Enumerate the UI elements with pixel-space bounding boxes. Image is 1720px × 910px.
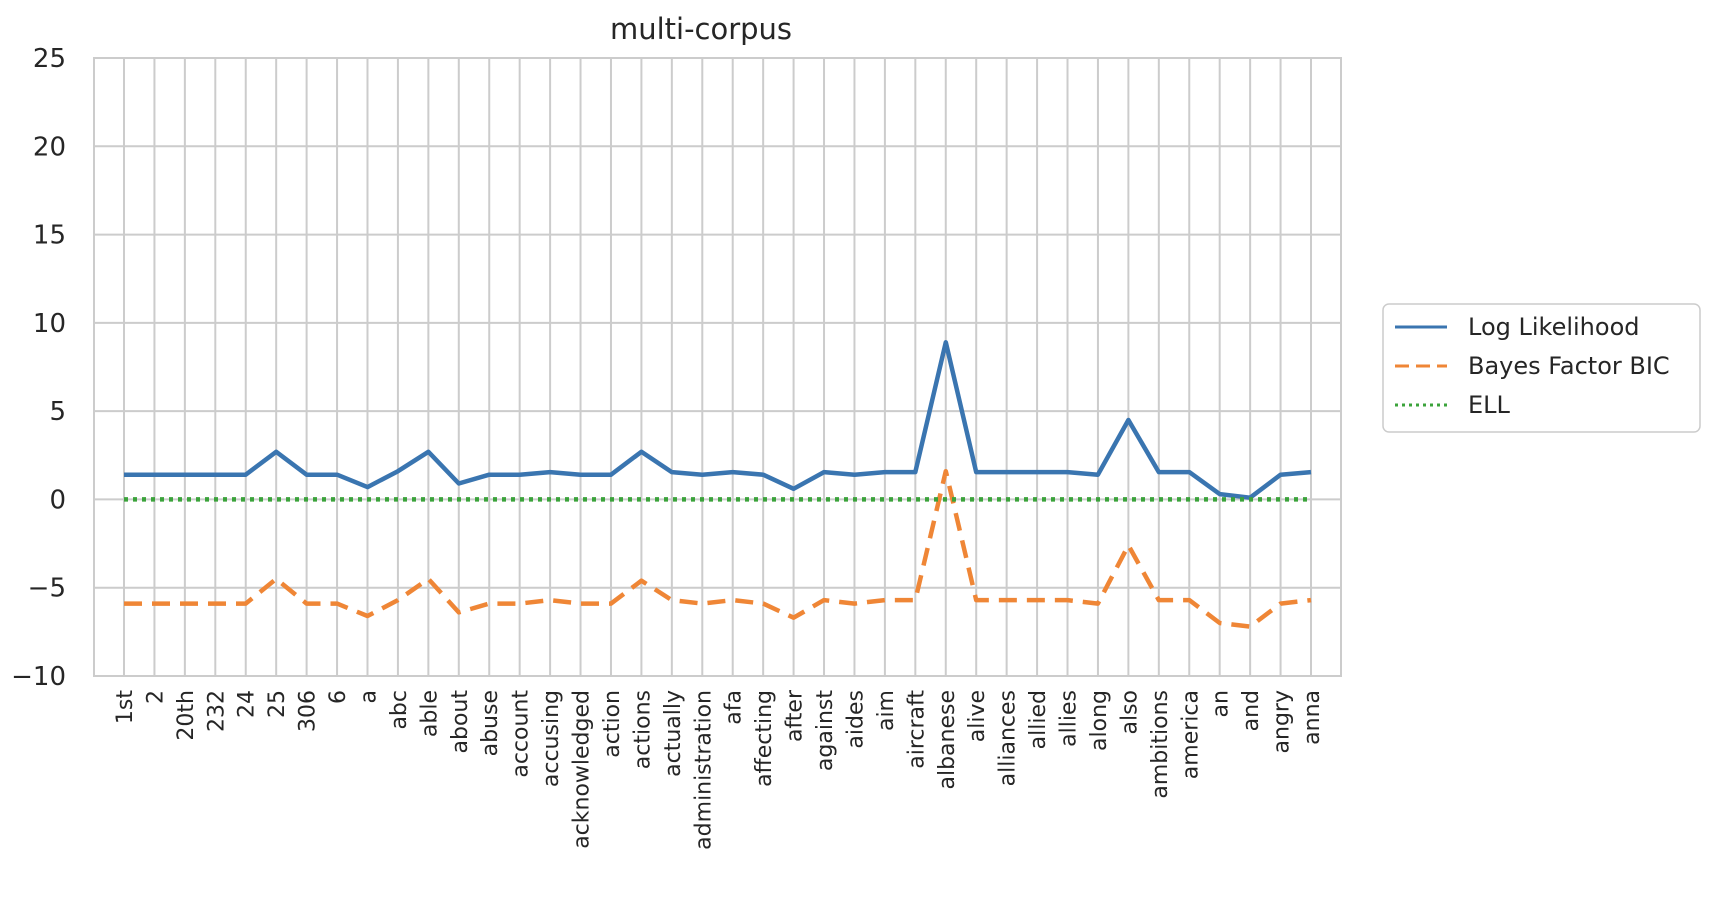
x-tick-label: affecting xyxy=(752,690,777,787)
y-tick-label: −10 xyxy=(11,662,66,692)
legend-box xyxy=(1382,303,1701,433)
y-tick-label: 5 xyxy=(49,397,66,427)
x-tick-label: and xyxy=(1239,690,1264,731)
x-tick-label: allied xyxy=(1026,690,1051,749)
y-tick-label: −5 xyxy=(28,574,66,604)
legend-label: Bayes Factor BIC xyxy=(1468,352,1670,380)
x-tick-label: aircraft xyxy=(904,690,929,769)
x-tick-label: along xyxy=(1087,690,1112,751)
x-tick-label: afa xyxy=(722,690,747,725)
x-tick-label: angry xyxy=(1270,690,1295,753)
grid xyxy=(94,57,1341,677)
plot-frame xyxy=(93,57,1342,677)
x-tick-label: 1st xyxy=(113,690,138,724)
x-tick-label: 2 xyxy=(143,690,168,704)
x-tick-label: alive xyxy=(965,690,990,742)
legend-label: Log Likelihood xyxy=(1468,313,1640,341)
x-tick-label: able xyxy=(417,690,442,737)
x-tick-label: allies xyxy=(1057,690,1082,747)
series-line-bayes-factor-bic xyxy=(124,468,1312,629)
x-tick-label: aim xyxy=(874,690,899,731)
x-tick-label: aides xyxy=(843,690,868,749)
x-tick-label: actually xyxy=(661,690,686,777)
x-tick-label: a xyxy=(356,690,381,703)
y-tick-label: 15 xyxy=(33,221,66,251)
x-tick-label: also xyxy=(1117,690,1142,735)
x-tick-label: albanese xyxy=(935,690,960,790)
x-tick-label: anna xyxy=(1300,690,1325,745)
x-tick-label: 25 xyxy=(265,690,290,718)
x-tick-label: abc xyxy=(387,690,412,730)
x-axis: 1st 2 20th 232 24 25 306 6 a abc able about abuse acc… xyxy=(113,689,1325,850)
x-tick-label: abuse xyxy=(478,690,503,756)
x-tick-label: alliances xyxy=(996,690,1021,786)
y-tick-label: 10 xyxy=(33,309,66,339)
x-tick-label: action xyxy=(600,690,625,758)
x-tick-label: accusing xyxy=(539,690,564,787)
x-tick-label: after xyxy=(783,689,808,742)
chart-title: multi-corpus xyxy=(610,12,792,46)
x-tick-label: 6 xyxy=(326,690,351,704)
x-tick-label: america xyxy=(1178,690,1203,779)
x-tick-label: actions xyxy=(630,690,655,769)
x-tick-label: 306 xyxy=(296,690,321,732)
x-tick-label: acknowledged xyxy=(570,690,595,849)
y-tick-label: 20 xyxy=(33,132,66,162)
x-tick-label: against xyxy=(813,690,838,771)
x-tick-label: about xyxy=(448,690,473,754)
x-tick-label: 24 xyxy=(235,690,260,718)
x-tick-label: 232 xyxy=(204,690,229,732)
x-tick-label: 20th xyxy=(174,690,199,741)
series-lines xyxy=(124,340,1312,629)
legend: Log Likelihood Bayes Factor BIC ELL xyxy=(1382,303,1701,433)
x-tick-label: administration xyxy=(691,690,716,850)
y-tick-label: 0 xyxy=(49,485,66,515)
y-axis: −10 −5 0 5 10 15 20 25 xyxy=(11,44,66,692)
series-line-log-likelihood xyxy=(124,340,1312,500)
legend-label: ELL xyxy=(1468,391,1511,419)
x-tick-label: ambitions xyxy=(1148,690,1173,799)
x-tick-label: an xyxy=(1209,690,1234,717)
y-tick-label: 25 xyxy=(33,44,66,74)
x-tick-label: account xyxy=(509,690,534,778)
